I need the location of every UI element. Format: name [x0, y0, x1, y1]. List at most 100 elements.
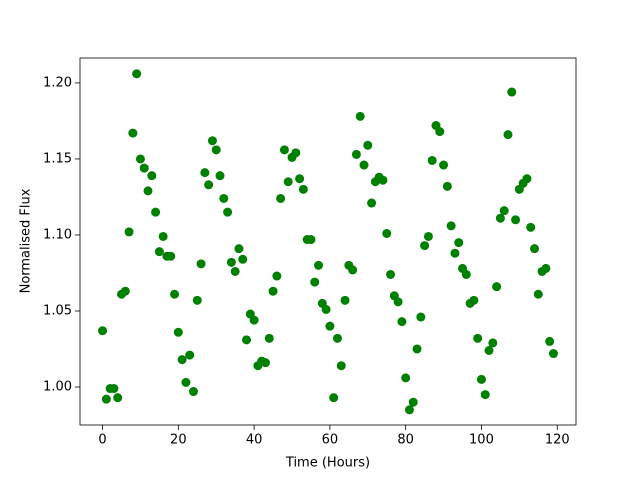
point [264, 333, 274, 343]
point [548, 349, 558, 359]
point [533, 289, 543, 299]
x-tick-label: 100 [469, 433, 494, 448]
point [276, 193, 286, 203]
point [109, 384, 119, 394]
point [336, 361, 346, 371]
y-tick-label: 1.00 [43, 379, 72, 394]
point [495, 213, 505, 223]
point [503, 130, 513, 140]
point [359, 160, 369, 170]
point [135, 154, 145, 164]
point [401, 373, 411, 383]
y-tick-label: 1.05 [43, 303, 72, 318]
point [442, 181, 452, 191]
point [113, 393, 123, 403]
x-tick-label: 80 [397, 433, 414, 448]
point [272, 271, 282, 281]
point [397, 317, 407, 327]
point [325, 321, 335, 331]
point [154, 247, 164, 257]
y-axis-label: Normalised Flux [19, 188, 34, 293]
x-tick-label: 120 [545, 433, 570, 448]
point [98, 326, 108, 336]
point [310, 277, 320, 287]
point [363, 140, 373, 150]
point [446, 221, 456, 231]
point [530, 244, 540, 254]
x-tick-label: 20 [170, 433, 187, 448]
point [522, 174, 532, 184]
point [295, 174, 305, 184]
point [139, 163, 149, 173]
point [541, 263, 551, 273]
point [450, 248, 460, 258]
y-tick-label: 1.15 [43, 151, 72, 166]
point [404, 405, 414, 415]
point [382, 228, 392, 238]
point [332, 333, 342, 343]
point [177, 355, 187, 365]
x-tick-label: 40 [246, 433, 263, 448]
point [416, 312, 426, 322]
point [242, 335, 252, 345]
point [545, 336, 555, 346]
point [526, 222, 536, 232]
point [200, 168, 210, 178]
point [348, 265, 358, 275]
point [427, 155, 437, 165]
point [158, 231, 168, 241]
point [412, 344, 422, 354]
point [279, 145, 289, 155]
point [488, 338, 498, 348]
point [480, 390, 490, 400]
x-tick-label: 0 [98, 433, 106, 448]
point [226, 257, 236, 267]
point [223, 207, 233, 217]
point [185, 350, 195, 360]
point [393, 297, 403, 307]
y-tick-label: 1.10 [43, 227, 72, 242]
point [283, 177, 293, 187]
point [219, 193, 229, 203]
point [188, 387, 198, 397]
point [454, 238, 464, 248]
point [423, 231, 433, 241]
point [461, 269, 471, 279]
point [230, 266, 240, 276]
point [329, 393, 339, 403]
point [204, 180, 214, 190]
point [192, 295, 202, 305]
point [355, 111, 365, 121]
point [211, 145, 221, 155]
point [367, 198, 377, 208]
point [215, 171, 225, 181]
point [499, 206, 509, 216]
point [408, 397, 418, 407]
point [476, 374, 486, 384]
point [128, 128, 138, 138]
point [386, 269, 396, 279]
point [173, 327, 183, 337]
point [306, 235, 316, 245]
point [132, 69, 142, 79]
point [101, 394, 111, 404]
point [435, 127, 445, 137]
x-axis-label: Time (Hours) [285, 456, 370, 471]
point [166, 251, 176, 261]
point [151, 207, 161, 217]
point [492, 282, 502, 292]
point [469, 295, 479, 305]
point [511, 215, 521, 225]
point [170, 289, 180, 299]
y-tick-label: 1.20 [43, 75, 72, 90]
point [120, 286, 130, 296]
point [439, 160, 449, 170]
point [124, 227, 134, 237]
x-tick-label: 60 [322, 433, 339, 448]
point [238, 254, 248, 264]
point [314, 260, 324, 270]
point [420, 241, 430, 251]
point [181, 377, 191, 387]
point [378, 175, 388, 185]
